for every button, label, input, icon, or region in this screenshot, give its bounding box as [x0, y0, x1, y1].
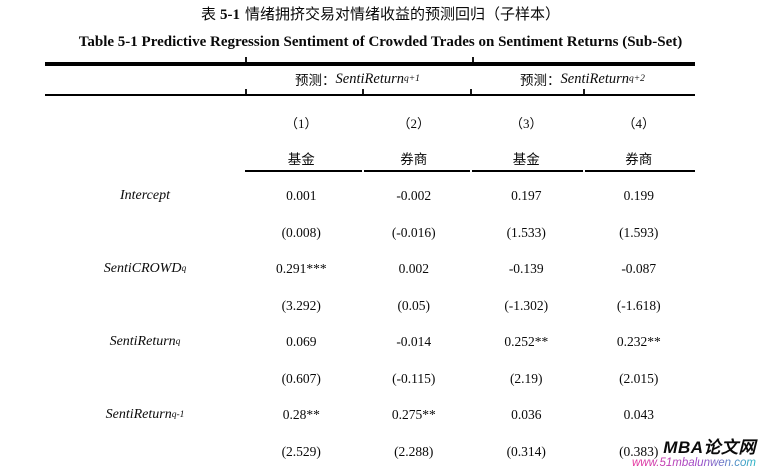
page-title-cn: 表 5-1 情绪拥挤交易对情绪收益的预测回归（子样本）	[0, 6, 761, 25]
row-label-empty	[45, 361, 245, 398]
tstat-cell: (-1.618)	[616, 297, 661, 313]
tstat-cell: (-1.302)	[504, 297, 549, 313]
rule-gap	[470, 169, 472, 173]
rule-gap	[362, 169, 364, 173]
title-cn-label: 表	[200, 7, 216, 23]
table-body: Intercept 0.001 -0.002 0.197 0.199 (0.00…	[45, 178, 695, 470]
row-label-empty	[45, 434, 245, 470]
tstat-cell: (2.19)	[509, 370, 543, 386]
coef-cell: 0.28**	[282, 407, 320, 423]
watermark-site-name: MBA论文网	[663, 438, 756, 457]
column-type-row: 基金 券商 基金 券商	[45, 140, 695, 176]
table-row-sentireturn-q1-tstat: (2.529) (2.288) (0.314) (0.383)	[45, 434, 695, 470]
empty-stub-cell	[45, 140, 245, 176]
column-number-row: （1） （2） （3） （4）	[45, 104, 695, 140]
coef-cell: 0.252**	[504, 334, 549, 350]
group-header-row: 预测： SentiReturn q+1 预测： SentiReturn q+2	[45, 65, 695, 93]
rule-tick	[245, 88, 247, 94]
row-label-empty	[45, 288, 245, 325]
rule-tick	[470, 88, 472, 94]
column-number: （3）	[509, 115, 543, 131]
empty-stub-cell	[45, 104, 245, 140]
title-cn-text: 情绪拥挤交易对情绪收益的预测回归（子样本）	[245, 7, 561, 23]
tstat-cell: (-0.016)	[391, 224, 436, 240]
watermark-url: www.51mbalunwen.com	[631, 457, 756, 469]
table-row-sentireturn-q-coef: SentiReturn q 0.069 -0.014 0.252** 0.232*…	[45, 324, 695, 361]
tstat-cell: (2.015)	[619, 370, 659, 386]
coef-cell: -0.002	[396, 188, 432, 204]
regression-table: 预测： SentiReturn q+1 预测： SentiReturn q+2 （1） …	[45, 0, 695, 470]
forecast-prefix: 预测：	[295, 73, 336, 88]
tstat-cell: (0.383)	[619, 443, 659, 459]
row-label: SentiReturn q	[109, 334, 181, 350]
coef-cell: 0.291***	[275, 261, 327, 277]
column-type: 基金	[512, 152, 540, 167]
watermark: MBA论文网 www.51mbalunwen.com	[631, 438, 756, 470]
rule-tick	[472, 57, 474, 62]
coef-cell: 0.001	[286, 188, 317, 204]
group-header-senti-return-q2: 预测： SentiReturn q+2	[520, 70, 645, 89]
rule-tick	[583, 88, 585, 94]
variable-name: SentiReturn	[560, 70, 630, 87]
table-row-senticrowd-coef: SentiCROWD q 0.291*** 0.002 -0.139 -0.087	[45, 251, 695, 288]
column-type: 券商	[625, 152, 653, 167]
forecast-prefix: 预测：	[520, 73, 561, 88]
tstat-cell: (0.607)	[281, 370, 321, 386]
coef-cell: 0.199	[623, 188, 654, 204]
coef-cell: 0.232**	[616, 334, 661, 350]
table-row-intercept-tstat: (0.008) (-0.016) (1.533) (1.593)	[45, 215, 695, 252]
tstat-cell: (1.533)	[506, 224, 546, 240]
coef-cell: 0.043	[623, 407, 654, 423]
tstat-cell: (1.593)	[619, 224, 659, 240]
tstat-cell: (0.05)	[397, 297, 431, 313]
row-label-empty	[45, 215, 245, 252]
coef-cell: 0.197	[511, 188, 542, 204]
variable-name: SentiReturn	[335, 70, 405, 87]
coef-cell: 0.069	[286, 334, 317, 350]
column-type: 券商	[400, 152, 428, 167]
empty-stub-cell	[45, 65, 245, 93]
column-type: 基金	[287, 152, 315, 167]
coef-cell: 0.275**	[391, 407, 436, 423]
row-label: SentiCROWD q	[103, 261, 187, 277]
group-header-senti-return-q1: 预测： SentiReturn q+1	[295, 70, 420, 89]
table-row-sentireturn-q1-coef: SentiReturn q-1 0.28** 0.275** 0.036 0.04…	[45, 397, 695, 434]
table-mid-rule	[45, 93, 695, 96]
table-row-sentireturn-q-tstat: (0.607) (-0.115) (2.19) (2.015)	[45, 361, 695, 398]
column-number: （4）	[622, 115, 655, 131]
rule-tick	[362, 88, 364, 94]
column-number: （1）	[284, 115, 318, 131]
table-row-senticrowd-tstat: (3.292) (0.05) (-1.302) (-1.618)	[45, 288, 695, 325]
column-number: （2）	[397, 115, 430, 131]
coef-cell: 0.002	[398, 261, 429, 277]
coef-cell: -0.087	[621, 261, 657, 277]
coef-cell: -0.014	[396, 334, 432, 350]
tstat-cell: (-0.115)	[392, 370, 436, 386]
page-title-en: Table 5-1 Predictive Regression Sentimen…	[78, 34, 683, 50]
rule-tick	[245, 57, 247, 62]
coef-cell: 0.036	[511, 407, 542, 423]
row-label: SentiReturn q-1	[105, 407, 185, 423]
tstat-cell: (2.288)	[394, 443, 434, 459]
rule-gap	[583, 169, 585, 173]
tstat-cell: (0.314)	[506, 443, 546, 459]
title-cn-number: 5-1	[220, 7, 240, 23]
table-row-intercept-coef: Intercept 0.001 -0.002 0.197 0.199	[45, 178, 695, 215]
coef-cell: -0.139	[508, 261, 544, 277]
tstat-cell: (2.529)	[281, 443, 321, 459]
row-label: Intercept	[119, 188, 170, 204]
tstat-cell: (0.008)	[281, 224, 321, 240]
tstat-cell: (3.292)	[281, 297, 321, 313]
table-top-rule	[45, 62, 695, 66]
